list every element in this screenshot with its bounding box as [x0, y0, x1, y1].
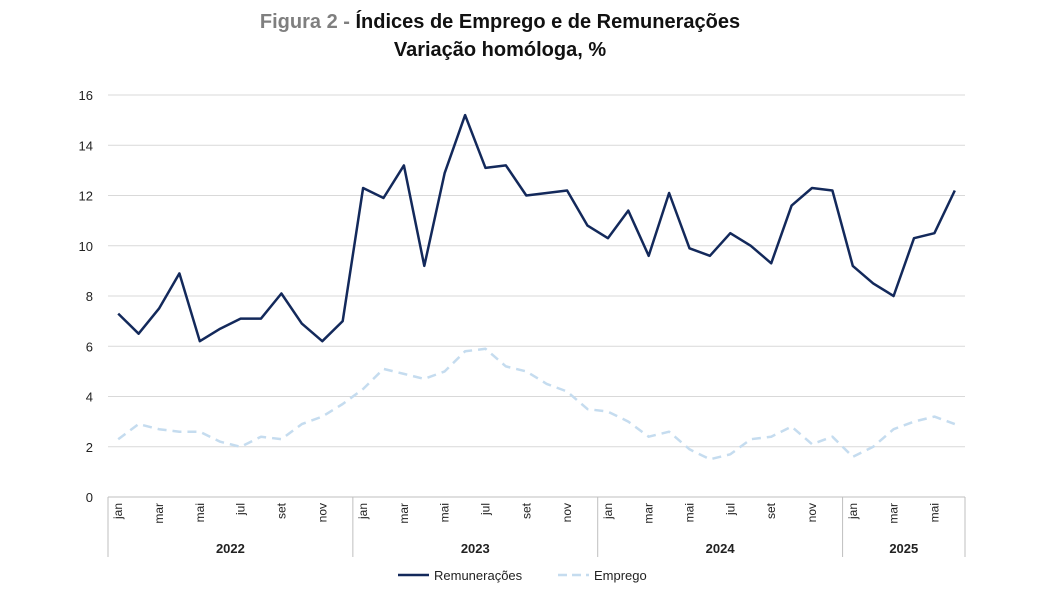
x-axis: jan mar mai jul set nov jan mar mai jul set nov jan m… — [107, 497, 966, 557]
year-label: 2025 — [889, 541, 918, 556]
y-tick-label: 12 — [79, 189, 93, 204]
y-tick-label: 8 — [86, 289, 93, 304]
x-tick-label: jan — [601, 503, 615, 520]
year-label: 2023 — [461, 541, 490, 556]
y-tick-label: 2 — [86, 440, 93, 455]
series-line-emprego — [117, 347, 956, 461]
x-tick-label: nov — [805, 503, 819, 522]
x-tick-label: jan — [846, 503, 860, 520]
x-tick-label: nov — [315, 503, 329, 522]
legend-label: Remunerações — [434, 568, 523, 583]
y-tick-label: 4 — [86, 390, 93, 405]
x-tick-label: mar — [887, 503, 901, 524]
x-tick-label: mai — [683, 503, 697, 522]
y-tick-label: 0 — [86, 490, 93, 505]
x-tick-label: jul — [478, 503, 492, 516]
series-layer — [117, 113, 956, 461]
year-label: 2022 — [216, 541, 245, 556]
x-tick-label: mai — [193, 503, 207, 522]
y-tick-label: 14 — [79, 138, 93, 153]
y-tick-label: 16 — [79, 88, 93, 103]
x-tick-label: set — [519, 502, 533, 519]
x-tick-label: jan — [111, 503, 125, 520]
title-text: Índices de Emprego e de Remunerações — [355, 11, 741, 33]
chart-subtitle: Variação homóloga, % — [393, 39, 607, 61]
year-label: 2024 — [706, 541, 736, 556]
legend: Remunerações Emprego — [398, 568, 647, 583]
x-tick-label: set — [764, 502, 778, 519]
x-tick-label: mar — [152, 503, 166, 524]
x-tick-label: mai — [438, 503, 452, 522]
legend-label: Emprego — [594, 568, 647, 583]
gridlines — [108, 94, 965, 498]
figure-label: Figura 2 - — [259, 11, 356, 33]
x-tick-label: jan — [356, 503, 370, 520]
x-tick-label: mar — [642, 503, 656, 524]
x-tick-label: jul — [234, 503, 248, 516]
y-axis: 0 2 4 6 8 10 12 14 16 — [79, 88, 93, 505]
y-tick-label: 6 — [86, 339, 93, 354]
x-tick-label: mar — [397, 503, 411, 524]
x-tick-label: mai — [927, 503, 941, 522]
y-tick-label: 10 — [79, 239, 93, 254]
x-tick-label: nov — [560, 503, 574, 522]
chart-title: Figura 2 - Índices de Emprego e de Remun… — [0, 8, 1000, 64]
x-tick-label: jul — [723, 503, 737, 516]
series-line-remunerações — [117, 113, 956, 343]
x-tick-label: set — [274, 502, 288, 519]
